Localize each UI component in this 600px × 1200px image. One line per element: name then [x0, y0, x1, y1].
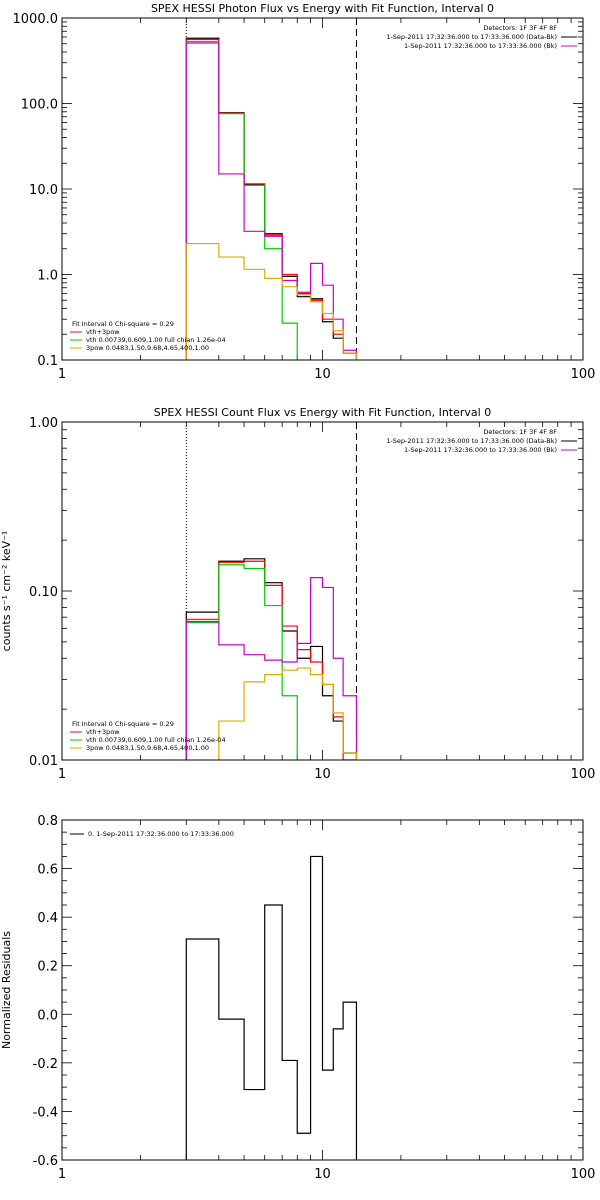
legend-bottom-text: vth 0.00739,0.609,1.00 full chian 1.26e-…: [86, 736, 226, 744]
x-tick-label: 1: [58, 767, 66, 782]
series-group: [185, 558, 358, 760]
chart-title: SPEX HESSI Count Flux vs Energy with Fit…: [154, 406, 491, 419]
y-tick-label: 10.0: [29, 183, 58, 198]
legend-bottom-text: vth 0.00739,0.609,1.00 full chian 1.26e-…: [86, 336, 226, 344]
y-tick-label: 0.8: [37, 814, 58, 829]
y-tick-label: 1.00: [29, 416, 58, 431]
x-tick-label: 1: [58, 367, 66, 382]
y-tick-label: -0.4: [33, 1105, 58, 1120]
plot-frame: [61, 421, 584, 761]
legend-top-text: 1-Sep-2011 17:32:36.000 to 17:33:36.000 …: [386, 437, 557, 445]
x-tick-label: 10: [314, 1167, 331, 1182]
chart-title: SPEX HESSI Photon Flux vs Energy with Fi…: [151, 2, 494, 15]
chart-panel-2: SPEX HESSI Count Flux vs Energy with Fit…: [0, 406, 596, 782]
y-tick-label: 0.1: [37, 354, 58, 369]
legend-bottom-text: vth+3pow: [86, 328, 120, 336]
y-tick-label: 0.0: [37, 1008, 58, 1023]
y-tick-label: 0.10: [29, 585, 58, 600]
plot-frame: [61, 17, 584, 361]
y-tick-label: 0.6: [37, 863, 58, 878]
series-group: [185, 37, 358, 360]
plot-frame: [61, 819, 584, 1161]
chart-panel-1: SPEX HESSI Photon Flux vs Energy with Fi…: [13, 2, 596, 382]
series-histogram-1: [185, 37, 358, 360]
legend-bottom-text: Fit Interval 0 Chi-square = 0.29: [72, 720, 174, 728]
y-tick-label: 1000.0: [13, 12, 59, 27]
y-tick-label: -0.2: [33, 1057, 58, 1072]
series-histogram-4: [185, 42, 358, 360]
series-histogram-5: [185, 667, 358, 760]
legend-top-text: 1-Sep-2011 17:32:36.000 to 17:33:36.000 …: [404, 42, 557, 50]
x-tick-label: 10: [314, 367, 331, 382]
legend-bottom-text: vth+3pow: [86, 728, 120, 736]
series-histogram-2: [185, 38, 358, 360]
x-tick-label: 1: [58, 1167, 66, 1182]
legend-top-text: Detectors: 1F 3F 4F 8F: [483, 24, 557, 32]
series-histogram-1: [185, 855, 358, 1160]
series-histogram-4: [185, 577, 358, 760]
series-group: [185, 855, 358, 1160]
y-tick-label: -0.6: [33, 1154, 58, 1169]
y-tick-label: 0.4: [37, 911, 58, 926]
legend-top-text: 1-Sep-2011 17:32:36.000 to 17:33:36.000 …: [404, 446, 557, 454]
series-histogram-1: [185, 558, 358, 760]
series-histogram-3: [185, 564, 358, 760]
chart-panel-3: Normalized Residuals 1 10 100 -0.6 -0.4 -0.2 0.…: [0, 814, 595, 1182]
legend-bottom-text: Fit Interval 0 Chi-square = 0.29: [72, 320, 174, 328]
legend-top-text: 1-Sep-2011 17:32:36.000 to 17:33:36.000 …: [386, 33, 557, 41]
x-tick-label: 100: [571, 767, 596, 782]
legend-top-text: Detectors: 1F 3F 4F 8F: [483, 428, 557, 436]
x-tick-label: 100: [571, 1167, 596, 1182]
y-tick-label: 0.2: [37, 960, 58, 975]
x-tick-label: 10: [314, 767, 331, 782]
legend-bottom-text: 3pow 0.0483,1.50,9.68,4.65,400,1.00: [86, 744, 209, 752]
y-axis-label: Normalized Residuals: [0, 931, 13, 1049]
legend-top-text: 0. 1-Sep-2011 17:32:36.000 to 17:33:36.0…: [88, 830, 234, 838]
series-histogram-3: [185, 40, 358, 360]
series-histogram-5: [185, 242, 358, 360]
y-axis-label: counts s⁻¹ cm⁻² keV⁻¹: [0, 531, 13, 652]
y-tick-label: 1.0: [37, 269, 58, 284]
x-tick-label: 100: [571, 367, 596, 382]
legend-bottom-text: 3pow 0.0483,1.50,9.68,4.65,400,1.00: [86, 344, 209, 352]
y-tick-label: 0.01: [29, 754, 58, 769]
y-tick-label: 100.0: [21, 98, 58, 113]
